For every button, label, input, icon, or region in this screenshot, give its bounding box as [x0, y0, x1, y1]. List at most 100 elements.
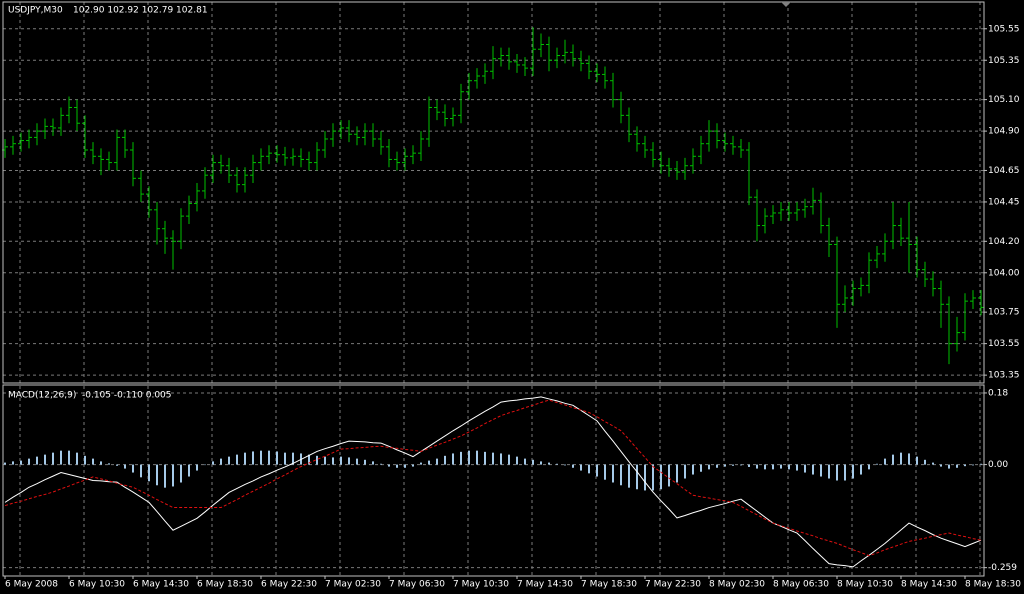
histogram-bar — [396, 464, 398, 468]
histogram-bar — [972, 464, 974, 466]
histogram-bar — [804, 464, 806, 473]
histogram-bar — [156, 464, 158, 486]
y-tick-label: 105.35 — [988, 56, 1020, 66]
histogram-bar — [508, 454, 510, 465]
y-tick-label: 103.55 — [988, 339, 1020, 349]
histogram-bar — [452, 453, 454, 465]
histogram-bar — [180, 464, 182, 483]
histogram-bar — [748, 464, 750, 467]
macd-subtitle: -0.105 -0.110 0.005 — [82, 391, 172, 401]
x-tick-label: 7 May 18:30 — [581, 580, 637, 590]
x-tick-label: 6 May 10:30 — [69, 580, 125, 590]
x-tick-label: 7 May 10:30 — [453, 580, 509, 590]
histogram-bar — [92, 458, 94, 465]
histogram-bar — [68, 450, 70, 465]
x-tick-label: 7 May 22:30 — [645, 580, 701, 590]
histogram-bar — [308, 454, 310, 465]
histogram-bar — [204, 464, 206, 466]
histogram-bar — [108, 463, 110, 465]
y-tick-label: 104.90 — [988, 127, 1020, 137]
histogram-bar — [172, 464, 174, 487]
histogram-bar — [724, 464, 726, 467]
histogram-bar — [228, 456, 230, 465]
y-tick-label: 104.45 — [988, 197, 1020, 207]
histogram-bar — [516, 456, 518, 465]
histogram-bar — [716, 464, 718, 468]
histogram-bar — [620, 464, 622, 486]
histogram-bar — [796, 464, 798, 471]
macd-panel-frame — [2, 384, 985, 577]
x-tick-label: 7 May 02:30 — [325, 580, 381, 590]
histogram-bar — [236, 454, 238, 465]
histogram-bar — [636, 464, 638, 490]
histogram-bar — [956, 464, 958, 468]
histogram-bar — [84, 455, 86, 465]
histogram-bar — [788, 464, 790, 470]
histogram-bar — [892, 454, 894, 465]
histogram-bar — [740, 464, 742, 466]
x-tick-label: 8 May 06:30 — [773, 580, 829, 590]
histogram-bar — [500, 453, 502, 465]
histogram-bar — [268, 450, 270, 465]
price-title: USDJPY,M30 — [8, 6, 63, 16]
price-panel-frame — [2, 1, 985, 384]
histogram-bar — [484, 451, 486, 465]
histogram-bar — [868, 464, 870, 470]
histogram-bar — [732, 464, 734, 466]
histogram-bar — [188, 464, 190, 477]
histogram-bar — [252, 451, 254, 465]
shift-marker — [781, 2, 791, 7]
x-tick-label: 6 May 18:30 — [197, 580, 253, 590]
y-tick-label: 105.55 — [988, 24, 1020, 34]
macd-line — [4, 396, 982, 568]
histogram-bar — [356, 458, 358, 465]
histogram-bar — [164, 464, 166, 488]
histogram-bar — [772, 464, 774, 470]
histogram-bar — [980, 463, 982, 465]
histogram-bar — [20, 460, 22, 465]
x-tick-label: 8 May 14:30 — [901, 580, 957, 590]
macd-title: MACD(12,26,9) — [8, 391, 76, 401]
y-tick-label: 0.00 — [988, 460, 1008, 470]
x-tick-label: 8 May 02:30 — [709, 580, 765, 590]
y-tick-label: 103.35 — [988, 371, 1020, 381]
x-tick-label: 6 May 22:30 — [261, 580, 317, 590]
histogram-bar — [284, 452, 286, 465]
histogram-bar — [444, 455, 446, 465]
x-tick-label: 8 May 18:30 — [965, 580, 1021, 590]
histogram-bar — [460, 451, 462, 465]
histogram-bar — [260, 450, 262, 465]
histogram-bar — [588, 464, 590, 474]
histogram-bar — [932, 462, 934, 465]
histogram-bar — [764, 464, 766, 470]
histogram-bar — [316, 455, 318, 465]
histogram-bar — [420, 462, 422, 465]
histogram-bar — [780, 464, 782, 469]
histogram-bar — [564, 464, 566, 466]
histogram-bar — [76, 452, 78, 465]
histogram-bar — [44, 454, 46, 465]
histogram-bar — [548, 462, 550, 465]
histogram-bar — [140, 464, 142, 478]
histogram-bar — [292, 452, 294, 465]
y-tick-label: 104.00 — [988, 268, 1020, 278]
histogram-bar — [60, 450, 62, 465]
x-tick-label: 8 May 10:30 — [837, 580, 893, 590]
x-tick-label: 7 May 14:30 — [517, 580, 573, 590]
histogram-bar — [700, 464, 702, 472]
histogram-bar — [36, 456, 38, 465]
histogram-bar — [468, 450, 470, 465]
histogram-bar — [404, 464, 406, 468]
histogram-bar — [916, 456, 918, 465]
histogram-bar — [676, 464, 678, 483]
histogram-bar — [412, 464, 414, 467]
histogram-bar — [380, 463, 382, 465]
y-tick-label: 0.18 — [988, 388, 1008, 398]
histogram-bar — [476, 450, 478, 465]
histogram-bar — [428, 460, 430, 465]
y-tick-label: 103.75 — [988, 308, 1020, 318]
histogram-bar — [708, 464, 710, 470]
histogram-bar — [948, 464, 950, 469]
histogram-bar — [436, 458, 438, 465]
